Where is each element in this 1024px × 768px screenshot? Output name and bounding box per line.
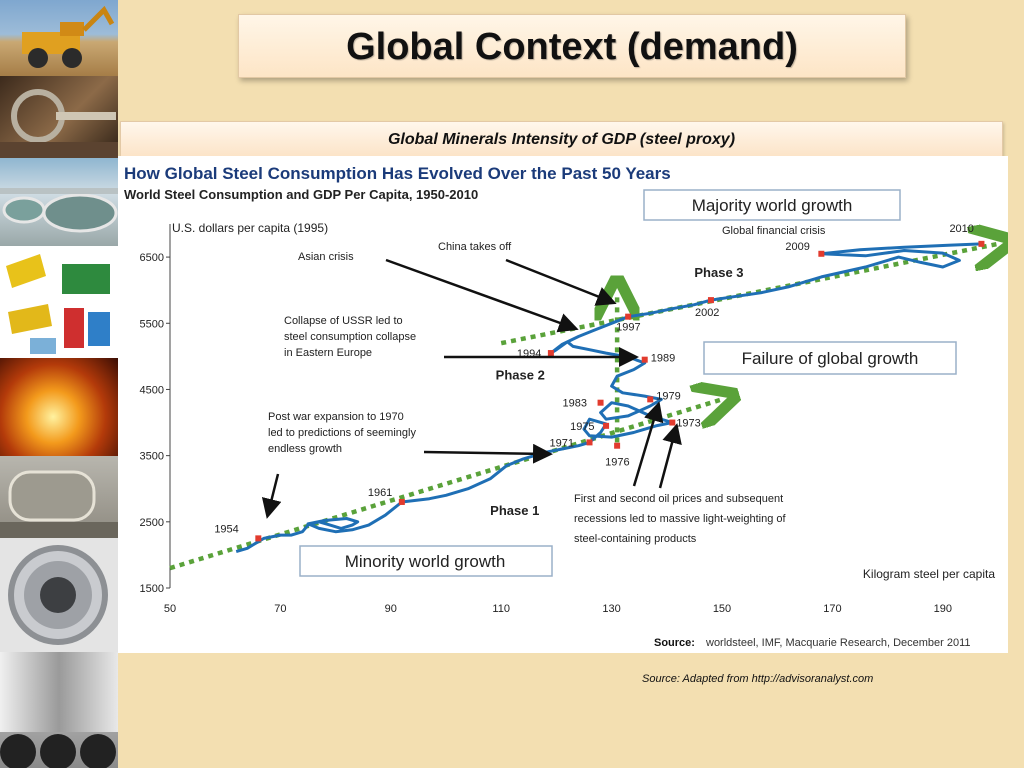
annotation-oil-line-1: First and second oil prices and subseque…: [574, 493, 783, 505]
molten-steel-icon: [0, 358, 118, 456]
year-label: 1989: [651, 353, 675, 365]
chart-source-label: Source:: [654, 637, 695, 649]
sidebar-image-strip: [0, 0, 118, 768]
callout-failure-of-global-growth: Failure of global growth: [703, 341, 957, 375]
x-axis-label: Kilogram steel per capita: [863, 567, 995, 581]
year-label: 1975: [570, 421, 594, 433]
year-marker: [255, 535, 262, 542]
y-tick-label: 4500: [140, 384, 164, 396]
mineral-processing-equipment-icon: [0, 246, 118, 358]
series-layer: [235, 242, 982, 554]
slide-title-box: Global Context (demand): [238, 14, 906, 78]
year-marker: [597, 399, 604, 406]
x-tick-label: 70: [274, 603, 286, 615]
bucket-wheel-excavator-icon: [0, 76, 118, 158]
thickener-tanks-icon: [0, 158, 118, 246]
y-tick-label: 6500: [140, 252, 164, 264]
x-tick-label: 150: [713, 603, 731, 615]
arrow-oil-2: [658, 423, 682, 489]
callout-minority-world-growth: Minority world growth: [299, 545, 553, 577]
chart-caption-box: Global Minerals Intensity of GDP (steel …: [120, 121, 1003, 157]
year-label: 1997: [616, 322, 640, 334]
year-marker: [978, 240, 985, 247]
x-tick-label: 190: [934, 603, 952, 615]
arrow-postwar-down: [261, 473, 282, 519]
callout-failure-text: Failure of global growth: [742, 349, 919, 368]
x-tick-label: 50: [164, 603, 176, 615]
year-label: 1961: [368, 487, 392, 499]
arrow-asian-crisis: [385, 258, 579, 333]
annotation-ussr-line-3: in Eastern Europe: [284, 347, 372, 359]
arrow-china-takes-off: [505, 258, 617, 306]
steel-coil-icon: [0, 538, 118, 652]
y-axis-label: U.S. dollars per capita (1995): [172, 221, 328, 235]
callout-majority-world-growth: Majority world growth: [643, 189, 901, 221]
year-label: 2002: [695, 307, 719, 319]
arrow-oil-1: [632, 401, 664, 487]
year-marker: [547, 350, 554, 357]
year-label: 1979: [656, 390, 680, 402]
year-marker: [603, 422, 610, 429]
arrow-postwar: [423, 443, 553, 464]
y-tick-label: 1500: [140, 583, 164, 595]
chart-caption: Global Minerals Intensity of GDP (steel …: [387, 131, 736, 148]
annotation-oil-line-3: steel-containing products: [574, 533, 697, 545]
year-label: 1976: [605, 457, 629, 469]
x-tick-label: 90: [385, 603, 397, 615]
annotation-global-financial-crisis: Global financial crisis: [722, 225, 826, 237]
annotation-postwar-line-3: endless growth: [268, 443, 342, 455]
annotation-ussr-line-2: steel consumption collapse: [284, 331, 416, 343]
year-marker: [641, 356, 648, 363]
chart-source-text: worldsteel, IMF, Macquarie Research, Dec…: [705, 637, 971, 649]
x-tick-label: 170: [823, 603, 841, 615]
phase-label: Phase 2: [496, 368, 545, 383]
year-label: 1994: [517, 348, 541, 360]
year-marker: [647, 396, 654, 403]
year-marker: [669, 419, 676, 426]
year-label: 1983: [563, 398, 587, 410]
chart-subtitle: World Steel Consumption and GDP Per Capi…: [124, 187, 478, 202]
year-label: 1973: [676, 418, 700, 430]
chart-panel: How Global Steel Consumption Has Evolved…: [118, 156, 1008, 653]
x-tick-label: 110: [492, 603, 510, 615]
slide-title: Global Context (demand): [346, 26, 798, 68]
y-tick-label: 5500: [140, 318, 164, 330]
phase-labels: Phase 1 Phase 2 Phase 3: [490, 265, 743, 518]
year-marker: [614, 442, 621, 449]
callout-majority-text: Majority world growth: [692, 196, 853, 215]
y-axis-ticks: 1500 2500 3500 4500 5500 6500: [140, 252, 170, 595]
annotation-asian-crisis: Asian crisis: [298, 251, 354, 263]
chart-title: How Global Steel Consumption Has Evolved…: [124, 164, 671, 183]
y-tick-label: 3500: [140, 451, 164, 463]
annotation-postwar-line-1: Post war expansion to 1970: [268, 411, 404, 423]
steel-pipes-icon: [0, 652, 118, 768]
mining-truck-icon: [0, 0, 118, 76]
year-marker: [625, 313, 632, 320]
year-label: 2010: [949, 223, 973, 235]
phase-label: Phase 3: [694, 265, 743, 280]
x-tick-label: 130: [602, 603, 620, 615]
x-axis-ticks: 50 70 90 110 130 150 170 190: [164, 603, 952, 615]
callout-minority-text: Minority world growth: [345, 552, 506, 571]
year-label: 1971: [550, 437, 574, 449]
year-marker: [818, 250, 825, 257]
grinding-mill-icon: [0, 456, 118, 538]
slide-source-note: Source: Adapted from http://advisoranaly…: [642, 673, 874, 685]
annotation-oil-line-2: recessions led to massive light-weightin…: [574, 513, 786, 525]
year-marker: [586, 439, 593, 446]
year-label: 2009: [785, 241, 809, 253]
year-label: 1954: [214, 523, 238, 535]
year-marker: [707, 297, 714, 304]
annotation-ussr-line-1: Collapse of USSR led to: [284, 315, 403, 327]
year-marker: [398, 498, 405, 505]
phase-label: Phase 1: [490, 503, 539, 518]
year-points: 1954 1961 1971 1975 1973 1976 1983 1979 1989 1994…: [214, 223, 985, 542]
trend-line: [169, 399, 722, 571]
y-tick-label: 2500: [140, 517, 164, 529]
series-line: [235, 242, 982, 554]
annotation-postwar-line-2: led to predictions of seemingly: [268, 427, 416, 439]
annotation-china-takes-off: China takes off: [438, 241, 512, 253]
steel-consumption-chart: How Global Steel Consumption Has Evolved…: [124, 164, 1008, 649]
